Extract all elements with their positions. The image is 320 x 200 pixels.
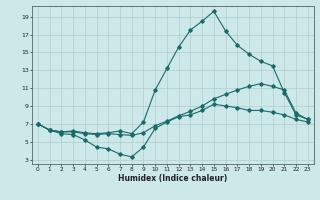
X-axis label: Humidex (Indice chaleur): Humidex (Indice chaleur) xyxy=(118,174,228,183)
